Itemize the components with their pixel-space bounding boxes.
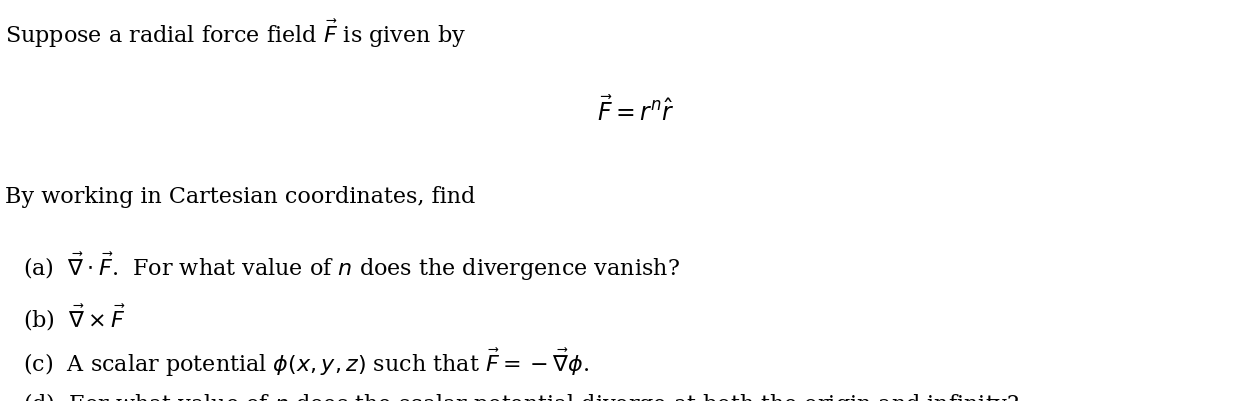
Text: (a)  $\vec{\nabla} \cdot \vec{F}$.  For what value of $n$ does the divergence va: (a) $\vec{\nabla} \cdot \vec{F}$. For wh… xyxy=(23,251,679,283)
Text: (b)  $\vec{\nabla} \times \vec{F}$: (b) $\vec{\nabla} \times \vec{F}$ xyxy=(23,303,125,333)
Text: (d)  For what value of $n$ does the scalar potential diverge at both the origin : (d) For what value of $n$ does the scala… xyxy=(23,391,1018,401)
Text: (c)  A scalar potential $\phi(x, y, z)$ such that $\vec{F} = -\vec{\nabla}\phi$.: (c) A scalar potential $\phi(x, y, z)$ s… xyxy=(23,347,588,379)
Text: Suppose a radial force field $\vec{F}$ is given by: Suppose a radial force field $\vec{F}$ i… xyxy=(5,18,465,50)
Text: By working in Cartesian coordinates, find: By working in Cartesian coordinates, fin… xyxy=(5,186,475,209)
Text: $\vec{F} = r^n\hat{r}$: $\vec{F} = r^n\hat{r}$ xyxy=(597,96,674,126)
